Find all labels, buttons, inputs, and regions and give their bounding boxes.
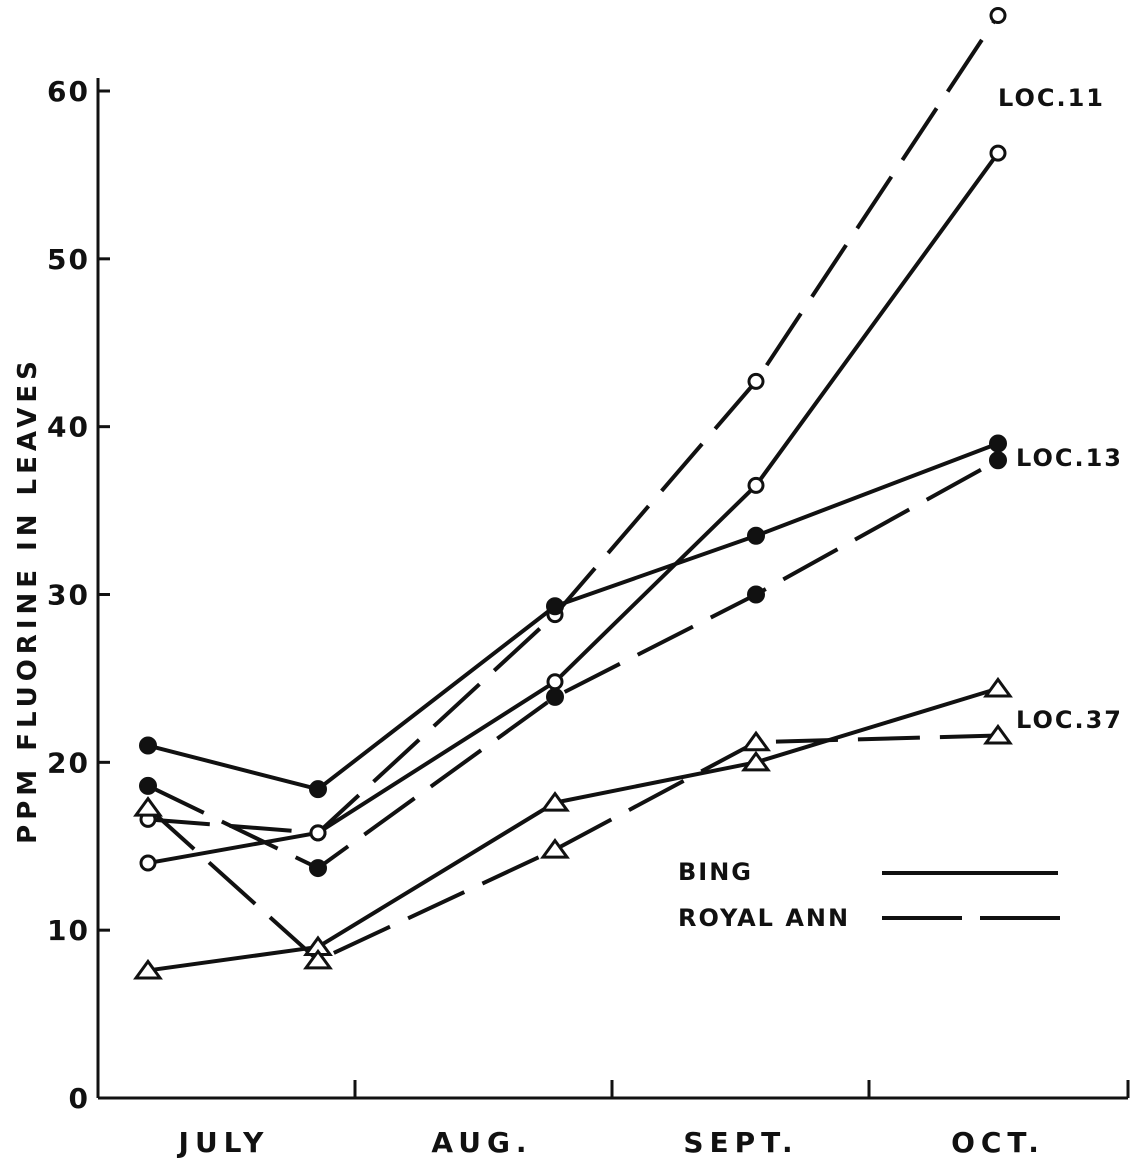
legend-label-royal-ann: ROYAL ANN — [678, 904, 850, 932]
marker-loc11-royal-ann-4 — [989, 6, 1007, 24]
y-tick-label-10: 10 — [47, 914, 90, 947]
marker-loc11-bing-3 — [747, 476, 765, 494]
marker-loc37-royal-ann-1 — [303, 948, 333, 970]
annotation-loc-11: LOC.11 — [998, 84, 1105, 112]
legend: BING ROYAL ANN — [678, 858, 1060, 932]
marker-loc37-bing-3 — [741, 750, 771, 772]
x-tick-label-july: JULY — [177, 1126, 270, 1159]
marker-layer — [133, 6, 1013, 980]
marker-loc11-bing-0 — [139, 854, 157, 872]
y-axis-label: PPM FLUORINE IN LEAVES — [13, 356, 43, 844]
marker-loc13-royal-ann-3 — [747, 585, 765, 604]
series-line-loc11-royal-ann — [147, 14, 1000, 835]
marker-loc11-bing-4 — [989, 144, 1007, 162]
x-tick-label-sept: SEPT. — [683, 1126, 798, 1159]
marker-loc37-royal-ann-3 — [741, 730, 771, 752]
marker-loc13-bing-1 — [309, 780, 327, 799]
marker-loc37-bing-0 — [133, 958, 163, 980]
marker-loc13-royal-ann-4 — [989, 451, 1007, 470]
y-tick-label-30: 30 — [47, 579, 90, 612]
marker-loc11-royal-ann-1 — [309, 824, 327, 842]
y-tick-label-0: 0 — [69, 1082, 90, 1115]
annotation-loc-37: LOC.37 — [1016, 706, 1123, 734]
series-line-loc13-royal-ann — [147, 458, 999, 871]
marker-loc37-bing-4 — [983, 676, 1013, 698]
series-line-loc11-bing — [147, 151, 1000, 866]
marker-loc13-bing-4 — [989, 434, 1007, 453]
labels-layer: PPM FLUORINE IN LEAVES LOC.11 LOC.13 LOC… — [13, 84, 1123, 844]
marker-loc13-royal-ann-0 — [139, 776, 157, 795]
series-layer — [146, 14, 1000, 973]
legend-label-bing: BING — [678, 858, 753, 886]
y-tick-label-50: 50 — [47, 243, 90, 276]
marker-loc13-bing-0 — [139, 736, 157, 755]
marker-loc13-royal-ann-1 — [309, 859, 327, 878]
marker-loc37-bing-2 — [540, 791, 570, 812]
marker-loc13-bing-3 — [747, 526, 765, 545]
axes: 0 10 20 30 40 50 60 JULY AUG. SEPT. OCT. — [47, 75, 1130, 1159]
marker-loc11-royal-ann-3 — [747, 372, 765, 390]
x-tick-label-aug: AUG. — [431, 1126, 532, 1159]
marker-loc37-royal-ann-4 — [983, 723, 1013, 745]
marker-loc11-bing-2 — [546, 673, 564, 691]
y-tick-label-60: 60 — [47, 75, 90, 108]
y-tick-label-40: 40 — [47, 411, 90, 444]
marker-loc13-bing-2 — [546, 597, 564, 616]
x-tick-label-oct: OCT. — [951, 1126, 1045, 1159]
marker-loc37-royal-ann-0 — [133, 796, 163, 817]
marker-loc13-royal-ann-2 — [546, 687, 564, 706]
series-line-loc37-royal-ann — [146, 733, 999, 963]
marker-loc37-royal-ann-2 — [540, 838, 570, 859]
y-tick-label-20: 20 — [47, 746, 90, 779]
annotation-loc-13: LOC.13 — [1016, 444, 1123, 472]
